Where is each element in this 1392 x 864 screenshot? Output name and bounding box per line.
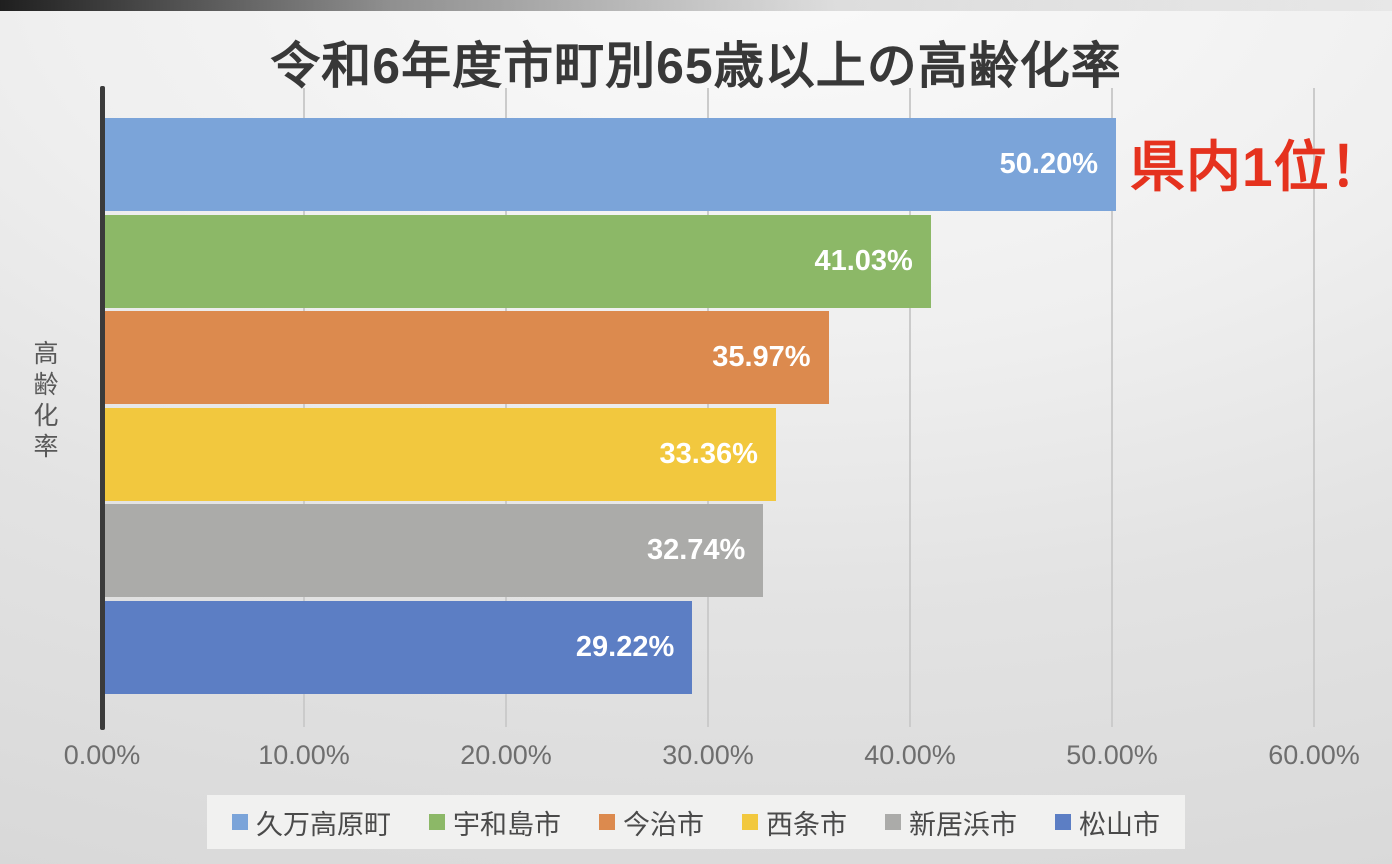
legend-label: 松山市: [1079, 809, 1160, 840]
legend-item-新居浜市: 新居浜市: [885, 803, 1017, 842]
x-tick-label: 30.00%: [662, 740, 754, 770]
legend-label: 宇和島市: [453, 809, 561, 840]
gridline: [909, 88, 911, 727]
bar-row: 33.36%: [105, 407, 1392, 501]
legend-swatch-icon: [599, 814, 615, 830]
bars-container: 50.20% 41.03% 35.97% 33.36% 32.74% 29.22%: [105, 118, 1392, 697]
legend-label: 新居浜市: [909, 809, 1017, 840]
y-axis-line: [100, 86, 105, 730]
plot-area: 50.20% 41.03% 35.97% 33.36% 32.74% 29.22%: [102, 88, 1392, 727]
legend-label: 西条市: [766, 809, 847, 840]
legend-item-今治市: 今治市: [599, 803, 704, 842]
bar-久万高原町: 50.20%: [105, 118, 1117, 211]
gridline: [1111, 88, 1113, 727]
chart-title: 令和6年度市町別65歳以上の高齢化率: [270, 38, 1122, 94]
legend: 久万高原町 宇和島市 今治市 西条市 新居浜市 松山市: [207, 795, 1185, 849]
legend-label: 今治市: [623, 809, 704, 840]
bar-今治市: 35.97%: [105, 311, 829, 404]
legend-label: 久万高原町: [256, 809, 391, 840]
bar-data-label: 50.20%: [999, 148, 1099, 180]
y-axis-title: 高齢化率: [30, 340, 58, 464]
legend-item-西条市: 西条市: [742, 803, 847, 842]
bar-data-label: 29.22%: [575, 630, 675, 663]
bar-row: 50.20%: [105, 118, 1392, 211]
rank-annotation: 県内1位！: [1130, 136, 1386, 198]
legend-swatch-icon: [742, 814, 758, 830]
bar-data-label: 33.36%: [659, 437, 758, 470]
legend-swatch-icon: [429, 814, 445, 830]
legend-swatch-icon: [1055, 814, 1071, 830]
bar-新居浜市: 32.74%: [105, 504, 764, 597]
top-shadow-edge: [0, 0, 1392, 11]
bar-row: 29.22%: [105, 600, 1392, 694]
gridline: [1313, 88, 1315, 727]
x-tick-label: 50.00%: [1066, 740, 1158, 770]
bar-row: 41.03%: [105, 214, 1392, 308]
x-tick-label: 0.00%: [63, 740, 141, 770]
bar-data-label: 35.97%: [712, 341, 811, 373]
legend-item-宇和島市: 宇和島市: [429, 803, 561, 842]
bar-row: 32.74%: [105, 504, 1392, 597]
legend-swatch-icon: [232, 814, 248, 830]
bar-row: 35.97%: [105, 311, 1392, 404]
bar-西条市: 33.36%: [105, 407, 776, 501]
bar-data-label: 32.74%: [646, 534, 746, 566]
legend-item-久万高原町: 久万高原町: [232, 803, 391, 842]
bar-松山市: 29.22%: [105, 600, 693, 694]
x-tick-label: 60.00%: [1268, 740, 1360, 770]
legend-item-松山市: 松山市: [1055, 803, 1160, 842]
x-tick-label: 10.00%: [258, 740, 350, 770]
x-tick-label: 40.00%: [864, 740, 956, 770]
legend-swatch-icon: [885, 814, 901, 830]
x-tick-label: 20.00%: [460, 740, 552, 770]
bar-宇和島市: 41.03%: [105, 214, 931, 308]
bar-data-label: 41.03%: [814, 244, 913, 277]
